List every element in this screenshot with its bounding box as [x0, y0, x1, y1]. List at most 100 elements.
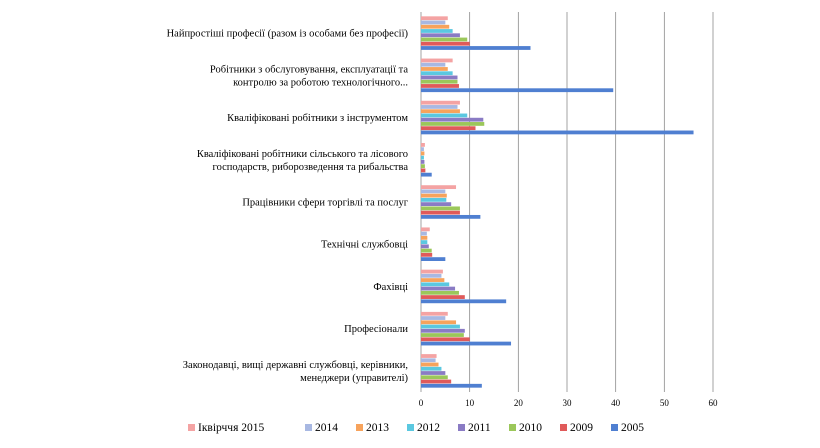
bar — [421, 58, 453, 63]
bar — [421, 29, 453, 33]
bar — [421, 282, 450, 287]
bar — [421, 311, 448, 316]
bar — [421, 371, 446, 375]
bar — [421, 41, 470, 46]
bar — [421, 286, 456, 291]
legend-swatch — [407, 424, 414, 431]
bar — [421, 248, 432, 253]
bar — [421, 231, 427, 236]
legend-swatch — [611, 424, 618, 431]
bar — [421, 20, 446, 25]
x-tick-label: 40 — [611, 398, 621, 408]
bar — [421, 71, 453, 76]
bar — [421, 375, 448, 380]
bar — [421, 24, 450, 29]
bar — [421, 295, 465, 299]
category-label: Працівники сфери торгівлі та послуг — [242, 198, 408, 209]
bar — [421, 33, 460, 38]
bar — [421, 358, 436, 363]
bar — [421, 235, 428, 240]
bar — [421, 197, 447, 202]
bar — [421, 37, 468, 42]
bar — [421, 126, 476, 131]
bar — [421, 324, 460, 329]
bar — [421, 206, 460, 211]
legend-swatch — [560, 424, 567, 431]
bar — [421, 88, 614, 93]
bar — [421, 130, 694, 135]
bar — [421, 75, 458, 80]
bar — [421, 252, 433, 257]
bar — [421, 244, 429, 249]
bar — [421, 269, 443, 274]
bar — [421, 155, 424, 160]
bar — [421, 383, 482, 388]
bar — [421, 46, 531, 50]
bar — [421, 16, 448, 21]
bar — [421, 62, 446, 67]
category-label: менеджери (управителі) — [300, 373, 408, 384]
legend-swatch — [458, 424, 465, 431]
bar — [421, 113, 468, 118]
bar — [421, 160, 425, 164]
bar — [421, 151, 425, 156]
bar — [421, 379, 452, 384]
bar — [421, 273, 442, 278]
x-tick-label: 10 — [465, 398, 475, 408]
bar — [421, 333, 464, 337]
bar — [421, 337, 470, 342]
category-label: Найпростіші професії (разом із особами б… — [167, 29, 409, 40]
legend-swatch — [188, 424, 195, 431]
category-label: господарств, риборозведення та рибальств… — [213, 162, 409, 173]
bar — [421, 290, 459, 295]
bar — [421, 84, 459, 88]
legend-label: 2009 — [570, 422, 593, 434]
category-label: Кваліфіковані робітники з інструментом — [227, 113, 408, 124]
bar — [421, 299, 507, 304]
bar — [421, 193, 447, 198]
bar — [421, 79, 458, 84]
legend-label: 2012 — [417, 422, 440, 434]
bar — [421, 257, 446, 261]
bar — [421, 105, 458, 109]
bar — [421, 122, 485, 126]
bar — [421, 328, 465, 333]
legend-label: 2010 — [519, 422, 542, 434]
x-tick-label: 30 — [563, 398, 573, 408]
bar — [421, 278, 445, 282]
bar — [421, 210, 460, 215]
x-tick-label: 50 — [660, 398, 670, 408]
x-tick-label: 60 — [709, 398, 719, 408]
bar — [421, 100, 460, 105]
bar — [421, 172, 432, 177]
bar — [421, 354, 437, 358]
bar — [421, 185, 457, 190]
legend-swatch — [305, 424, 312, 431]
category-label: Технічні службовці — [321, 240, 408, 251]
bar — [421, 227, 430, 232]
legend-label: 2014 — [315, 422, 338, 434]
bar — [421, 164, 425, 169]
bar — [421, 316, 446, 320]
legend-label: 2011 — [468, 422, 491, 434]
legend-label: Іквірччя 2015 — [198, 422, 264, 434]
category-label: Законодавці, вищі державні службовці, ке… — [183, 360, 408, 371]
category-label: Професіонали — [344, 324, 408, 335]
category-label: Робітники з обслуговування, експлуатації… — [210, 64, 408, 75]
bar — [421, 147, 424, 152]
bar — [421, 320, 457, 325]
bar — [421, 189, 446, 194]
x-tick-label: 0 — [419, 398, 424, 408]
bar — [421, 67, 448, 71]
bar — [421, 168, 426, 173]
bar — [421, 341, 512, 346]
legend-swatch — [509, 424, 516, 431]
category-label: контролю за роботою технологічного... — [233, 77, 408, 88]
legend-swatch — [356, 424, 363, 431]
category-label: Фахівці — [373, 282, 408, 293]
legend-label: 2013 — [366, 422, 389, 434]
bar — [421, 366, 442, 371]
bar — [421, 202, 452, 207]
category-label: Кваліфіковані робітники сільського та лі… — [197, 149, 408, 160]
